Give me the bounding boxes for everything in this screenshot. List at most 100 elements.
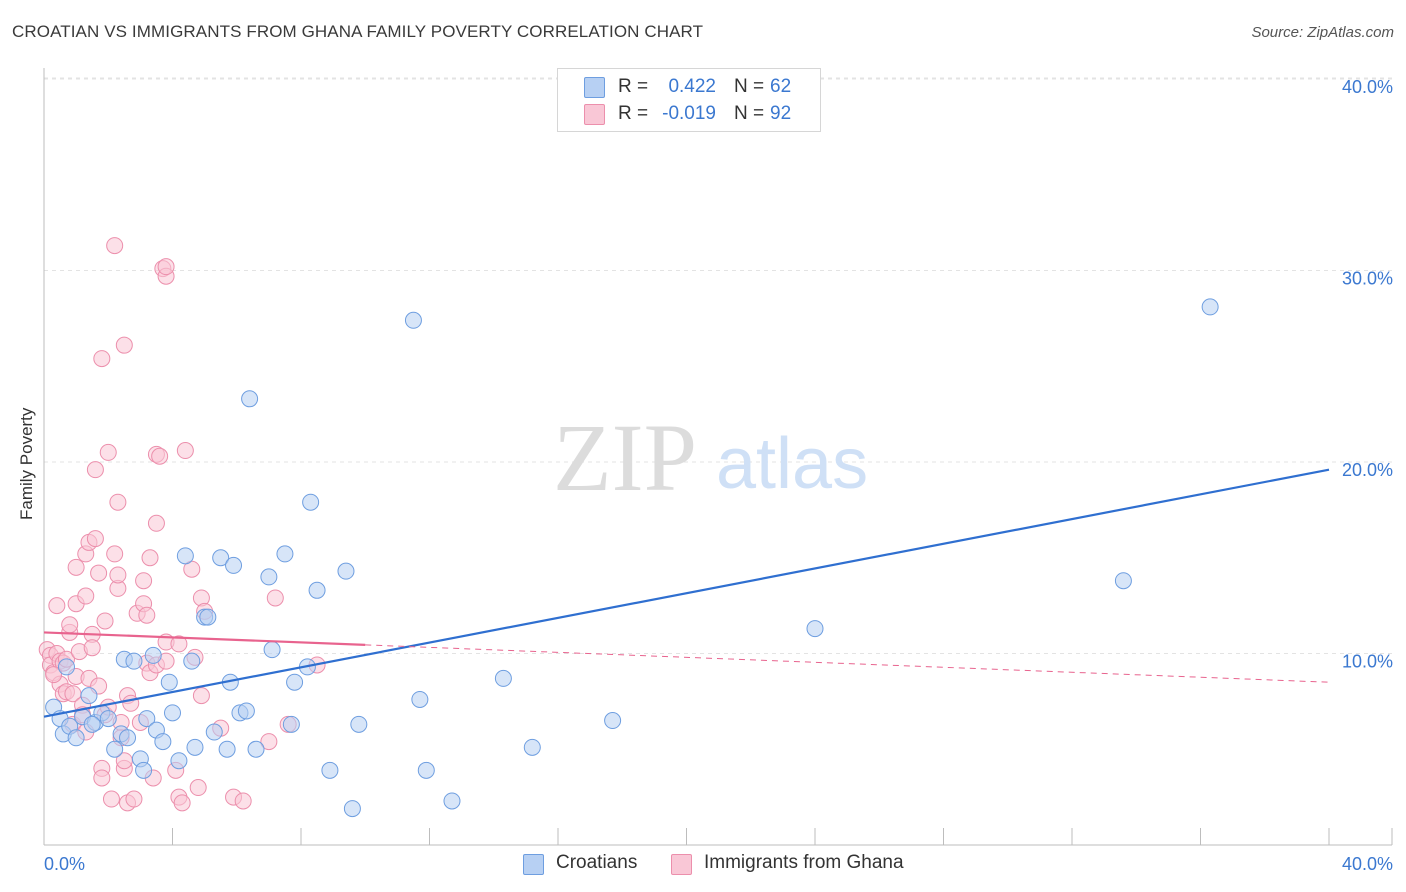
ghana-point xyxy=(125,790,143,808)
croatians-point xyxy=(276,545,294,563)
chart-title: CROATIAN VS IMMIGRANTS FROM GHANA FAMILY… xyxy=(12,22,704,41)
bottom-legend-swatch-ghana xyxy=(671,854,692,875)
croatians-point xyxy=(138,710,156,728)
legend-row-croatians: R = 0.422 N = 62 xyxy=(558,74,820,100)
bottom-legend-label-croatians: Croatians xyxy=(556,852,638,873)
ghana-point xyxy=(147,514,165,532)
points-layer xyxy=(38,237,1219,818)
croatians-point xyxy=(106,740,124,758)
y-tick-label: 10.0% xyxy=(1342,652,1393,672)
croatians-point xyxy=(308,581,326,599)
croatians-point xyxy=(1201,298,1219,316)
legend-r-label: R = xyxy=(618,103,649,124)
y-tick-label: 20.0% xyxy=(1342,460,1393,480)
watermark-zip: ZIP xyxy=(553,404,697,511)
source-label: Source: ZipAtlas.com xyxy=(1251,24,1394,41)
legend-n-label: N = xyxy=(734,103,765,124)
ghana-point xyxy=(86,461,104,479)
croatians-point xyxy=(80,687,98,705)
ghana-point xyxy=(109,566,127,584)
croatians-point xyxy=(443,792,461,810)
croatians-point xyxy=(523,738,541,756)
ghana-point xyxy=(99,443,117,461)
croatians-point xyxy=(125,652,143,670)
ghana-point xyxy=(173,794,191,812)
ghana-point xyxy=(176,442,194,460)
correlation-legend: R = 0.422 N = 62 R = -0.019 N = 92 xyxy=(557,68,821,132)
croatians-point xyxy=(154,733,172,751)
croatians-point xyxy=(57,658,75,676)
ghana-point xyxy=(83,639,101,657)
croatians-point xyxy=(343,800,361,818)
ghana-point xyxy=(157,258,175,276)
croatians-point xyxy=(411,690,429,708)
legend-n-label: N = xyxy=(734,76,765,97)
ghana-point xyxy=(77,587,95,605)
ghana-point xyxy=(266,589,284,607)
y-tick-label: 30.0% xyxy=(1342,269,1393,289)
grid-layer xyxy=(44,77,1392,654)
croatians-point xyxy=(263,641,281,659)
legend-r-value: 0.422 xyxy=(668,76,716,97)
ghana-point xyxy=(109,493,127,511)
ghana-point xyxy=(189,779,207,797)
ghana-point xyxy=(93,769,111,787)
croatians-point xyxy=(160,673,178,691)
croatians-point xyxy=(83,715,101,733)
croatians-point xyxy=(186,738,204,756)
legend-r-value: -0.019 xyxy=(662,103,716,124)
croatians-point xyxy=(282,715,300,733)
croatians-point xyxy=(99,710,117,728)
x-tick-label: 40.0% xyxy=(1342,854,1393,874)
ghana-trend-line xyxy=(43,631,366,646)
ghana-point xyxy=(234,792,252,810)
croatians-point xyxy=(1114,572,1132,590)
ghana-point xyxy=(106,237,124,255)
croatians-point xyxy=(170,752,188,770)
ghana-point xyxy=(135,572,153,590)
ghana-point xyxy=(106,545,124,563)
croatians-point xyxy=(67,729,85,747)
bottom-legend-label-ghana: Immigrants from Ghana xyxy=(704,852,904,873)
bottom-legend-swatch-croatians xyxy=(523,854,544,875)
croatians-point xyxy=(205,723,223,741)
legend-n-value: 92 xyxy=(770,103,792,124)
watermark-atlas: atlas xyxy=(716,424,868,504)
croatians-point xyxy=(260,568,278,586)
ghana-point xyxy=(86,530,104,548)
ghana-point xyxy=(45,666,63,684)
trend-layer xyxy=(43,468,1330,718)
croatians-point xyxy=(247,740,265,758)
croatians-point xyxy=(144,646,162,664)
legend-r-label: R = xyxy=(618,76,649,97)
croatians-point xyxy=(183,652,201,670)
ghana-point xyxy=(138,606,156,624)
croatians-point xyxy=(199,608,217,626)
croatians-point xyxy=(225,556,243,574)
ghana-point xyxy=(61,616,79,634)
ghana-point xyxy=(96,612,114,630)
legend-n-value: 62 xyxy=(770,76,792,97)
ghana-point xyxy=(67,558,85,576)
croatians-point xyxy=(494,669,512,687)
croatians-point xyxy=(237,702,255,720)
croatians-point xyxy=(417,761,435,779)
croatians-point xyxy=(286,673,304,691)
y-tick-label: 40.0% xyxy=(1342,77,1393,97)
croatians-point xyxy=(321,761,339,779)
croatians-point xyxy=(806,620,824,638)
croatians-point xyxy=(135,761,153,779)
ghana-point xyxy=(122,694,140,712)
ghana-point xyxy=(115,336,133,354)
croatians-point xyxy=(337,562,355,580)
croatians-point xyxy=(212,549,230,567)
ghana-point xyxy=(260,733,278,751)
croatians-point xyxy=(302,493,320,511)
axis-layer: 10.0% 20.0% 30.0% 40.0% 0.0% 40.0% xyxy=(43,68,1393,874)
croatians-point xyxy=(176,547,194,565)
croatians-point xyxy=(404,311,422,329)
ghana-point xyxy=(102,790,120,808)
croatians-point xyxy=(604,712,622,730)
croatians-point xyxy=(218,740,236,758)
